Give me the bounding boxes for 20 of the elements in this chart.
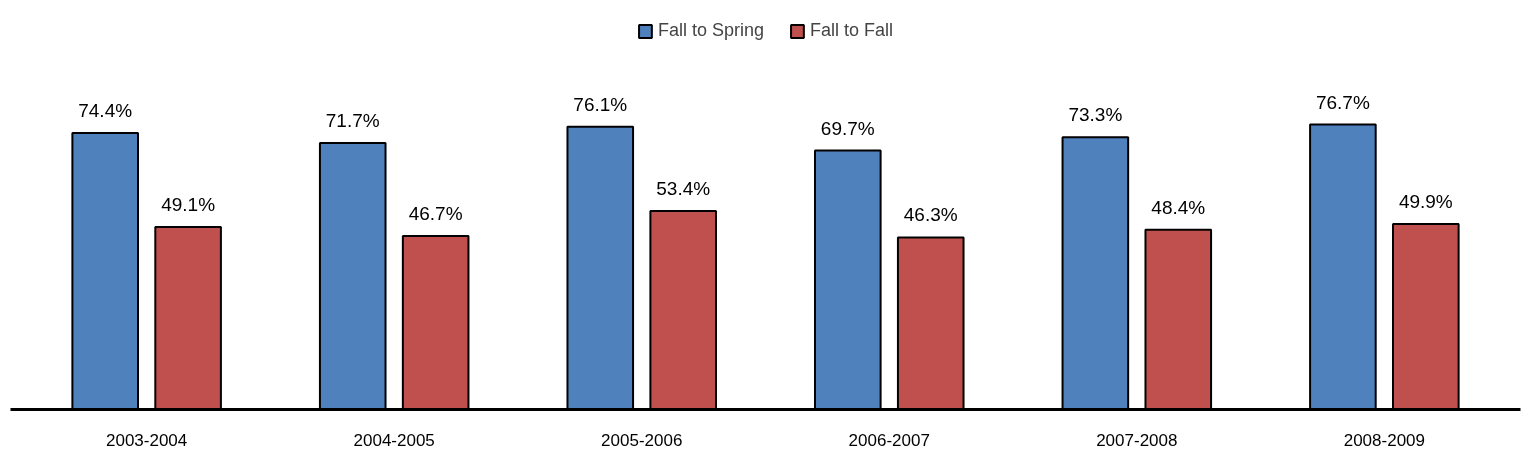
data-label: 76.1% [573,93,628,115]
data-label: 46.3% [903,204,958,226]
legend-label: Fall to Spring [657,20,765,41]
x-tick-label: 2006-2007 [848,430,930,450]
data-label: 71.7% [325,110,380,132]
legend-label: Fall to Fall [810,20,894,41]
data-label: 74.4% [78,100,133,122]
data-label: 69.7% [820,117,875,139]
data-label: 76.7% [1315,91,1370,113]
data-label: 48.4% [1151,196,1206,218]
data-label: 46.7% [408,202,463,224]
data-label: 49.9% [1398,191,1453,213]
x-tick-label: 2005-2006 [601,430,683,450]
x-tick-label: 2007-2008 [1096,430,1178,450]
data-label: 73.3% [1068,104,1123,126]
x-tick-label: 2008-2009 [1343,430,1426,450]
data-label: 49.1% [161,194,216,216]
data-label: 53.4% [656,178,711,200]
x-tick-label: 2004-2005 [353,430,435,450]
x-tick-label: 2003-2004 [106,430,188,450]
